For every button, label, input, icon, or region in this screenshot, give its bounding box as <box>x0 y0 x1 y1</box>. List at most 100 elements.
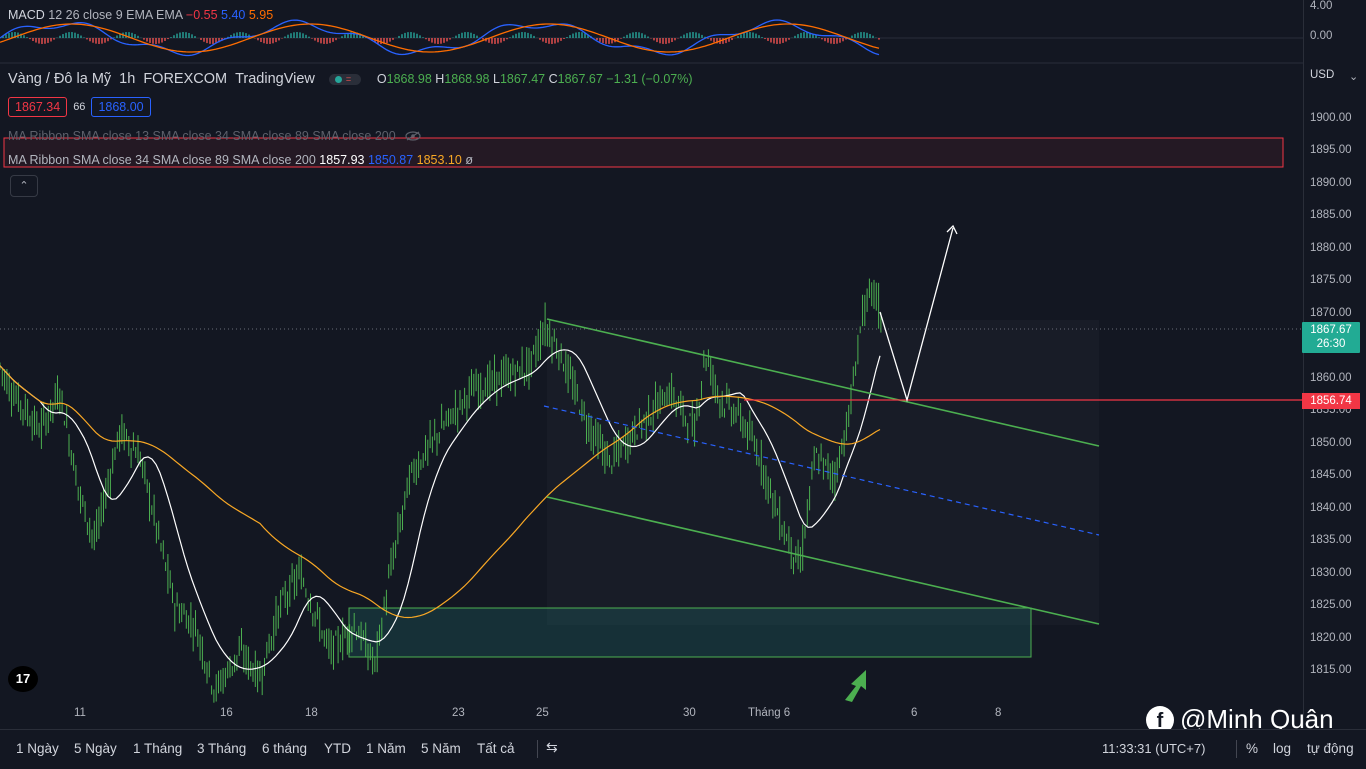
price-tick: 1835.00 <box>1310 534 1352 547</box>
range-button[interactable]: 6 tháng <box>262 741 308 756</box>
chevron-down-icon[interactable]: ⌄ <box>1349 71 1359 83</box>
price-tick: 1840.00 <box>1310 501 1352 514</box>
price-axis[interactable] <box>1303 0 1366 728</box>
macd-params: 12 26 close 9 EMA EMA <box>48 8 183 22</box>
ma-ribbon-value-3: 1853.10 <box>416 153 462 167</box>
currency-label[interactable]: USD <box>1310 69 1335 81</box>
price-tick: 1900.00 <box>1310 111 1352 124</box>
open-value: 1868.98 <box>386 72 432 86</box>
high-value: 1868.98 <box>444 72 490 86</box>
ma-ribbon-legend-hidden[interactable]: MA Ribbon SMA close 13 SMA close 34 SMA … <box>8 129 421 144</box>
price-tick: 1820.00 <box>1310 631 1352 644</box>
macd-legend: MACD 12 26 close 9 EMA EMA −0.55 5.40 5.… <box>8 8 273 22</box>
range-button[interactable]: YTD <box>324 741 351 756</box>
sma89-line <box>0 365 881 619</box>
symbol-interval[interactable]: 1h <box>119 71 136 87</box>
time-tick: 30 <box>683 707 696 719</box>
market-open-dot-icon <box>334 75 342 83</box>
sell-button[interactable]: 1867.34 <box>8 97 68 117</box>
time-tick: 16 <box>220 707 233 719</box>
price-tick: 1830.00 <box>1310 566 1352 579</box>
clock[interactable]: 11:33:31 (UTC+7) <box>1102 741 1206 756</box>
price-tick: 1845.00 <box>1310 469 1352 482</box>
open-label: O <box>376 72 387 86</box>
tradingview-logo[interactable]: 17 <box>8 666 38 692</box>
ma-ribbon-highlight <box>3 137 1284 168</box>
chart-canvas[interactable] <box>0 0 1303 728</box>
low-value: 1867.47 <box>499 72 546 86</box>
time-tick: 6 <box>911 707 918 719</box>
facebook-icon: f <box>1146 705 1174 734</box>
scale-option[interactable]: % <box>1246 741 1259 756</box>
bottom-toolbar <box>0 729 1366 769</box>
channel-lower-line[interactable] <box>546 496 1100 625</box>
range-button[interactable]: 1 Ngày <box>16 741 59 756</box>
channel-mid-line[interactable] <box>543 405 1100 536</box>
ma-ribbon-1-label: MA Ribbon SMA close 13 SMA close 34 SMA … <box>8 129 396 143</box>
ohlc-values: O1868.98 H1868.98 L1867.47 C1867.67 −1.3… <box>377 72 693 86</box>
date-range-icon[interactable]: ⇆ <box>546 739 558 755</box>
macd-hist-value: −0.55 <box>185 8 218 22</box>
ma-ribbon-value-4: ø <box>465 153 473 167</box>
eye-hidden-icon[interactable] <box>405 130 421 144</box>
macd-name: MACD <box>8 8 45 22</box>
time-tick: 25 <box>536 707 549 719</box>
range-button[interactable]: 3 Tháng <box>197 741 247 756</box>
low-label: L <box>493 72 500 86</box>
last-price-label: 1867.67 26:30 <box>1302 322 1360 353</box>
price-tick: 1890.00 <box>1310 176 1352 189</box>
price-candles <box>0 278 882 703</box>
projection-arrowhead <box>946 224 958 235</box>
trade-buttons: 1867.34 66 1868.00 <box>8 97 151 117</box>
macd-tick: 4.00 <box>1310 0 1333 12</box>
range-button[interactable]: 5 Ngày <box>74 741 117 756</box>
ma-ribbon-value-1: 1857.93 <box>319 153 365 167</box>
price-tick: 1885.00 <box>1310 209 1352 222</box>
range-button[interactable]: 5 Năm <box>421 741 461 756</box>
price-tick: 1880.00 <box>1310 241 1352 254</box>
spread-value: 66 <box>73 101 86 113</box>
price-tick: 1875.00 <box>1310 274 1352 287</box>
macd-value: 5.40 <box>221 8 246 22</box>
toolbar-divider-2 <box>1236 740 1237 758</box>
ma-ribbon-value-2: 1850.87 <box>367 153 414 167</box>
price-tick: 1860.00 <box>1310 371 1352 384</box>
symbol-name[interactable]: Vàng / Đô la Mỹ <box>8 71 112 87</box>
change-value: −1.31 (−0.07%) <box>606 72 693 86</box>
range-button[interactable]: Tất cả <box>477 741 515 756</box>
price-tick: 1815.00 <box>1310 664 1352 677</box>
time-tick: 8 <box>995 707 1002 719</box>
ma-ribbon-legend[interactable]: MA Ribbon SMA close 34 SMA close 89 SMA … <box>8 153 473 167</box>
price-tick: 1825.00 <box>1310 599 1352 612</box>
last-price-value: 1867.67 <box>1310 324 1352 336</box>
range-button[interactable]: 1 Năm <box>366 741 406 756</box>
level-price-label: 1856.74 <box>1302 393 1360 409</box>
symbol-exchange[interactable]: FOREXCOM <box>143 71 228 87</box>
channel-upper-line[interactable] <box>546 318 1100 447</box>
toolbar-divider <box>537 740 538 758</box>
symbol-legend[interactable]: Vàng / Đô la Mỹ 1h FOREXCOM TradingView … <box>8 71 693 87</box>
collapse-legend-button[interactable]: ⌃ <box>10 175 38 197</box>
market-status-icon[interactable]: = <box>328 73 361 85</box>
close-value: 1867.67 <box>557 72 603 86</box>
price-tick: 1870.00 <box>1310 306 1352 319</box>
buy-arrow-icon <box>845 670 866 702</box>
demand-zone[interactable] <box>348 607 1032 658</box>
close-label: C <box>548 72 558 86</box>
buy-button[interactable]: 1868.00 <box>91 97 151 117</box>
macd-signal-value: 5.95 <box>248 8 274 22</box>
macd-tick: 0.00 <box>1310 30 1333 42</box>
range-button[interactable]: 1 Tháng <box>133 741 183 756</box>
time-tick: 11 <box>74 707 86 719</box>
market-closed-icon: = <box>345 73 352 84</box>
price-tick: 1895.00 <box>1310 144 1352 157</box>
time-tick: Tháng 6 <box>748 707 791 719</box>
scale-option[interactable]: log <box>1273 741 1292 756</box>
scale-option[interactable]: tự động <box>1307 741 1354 756</box>
ma-ribbon-2-label: MA Ribbon SMA close 34 SMA close 89 SMA … <box>8 153 316 167</box>
time-tick: 23 <box>452 707 465 719</box>
macd-pane <box>0 19 1303 57</box>
time-tick: 18 <box>305 707 318 719</box>
high-label: H <box>435 72 445 86</box>
projection-path[interactable] <box>879 227 954 403</box>
